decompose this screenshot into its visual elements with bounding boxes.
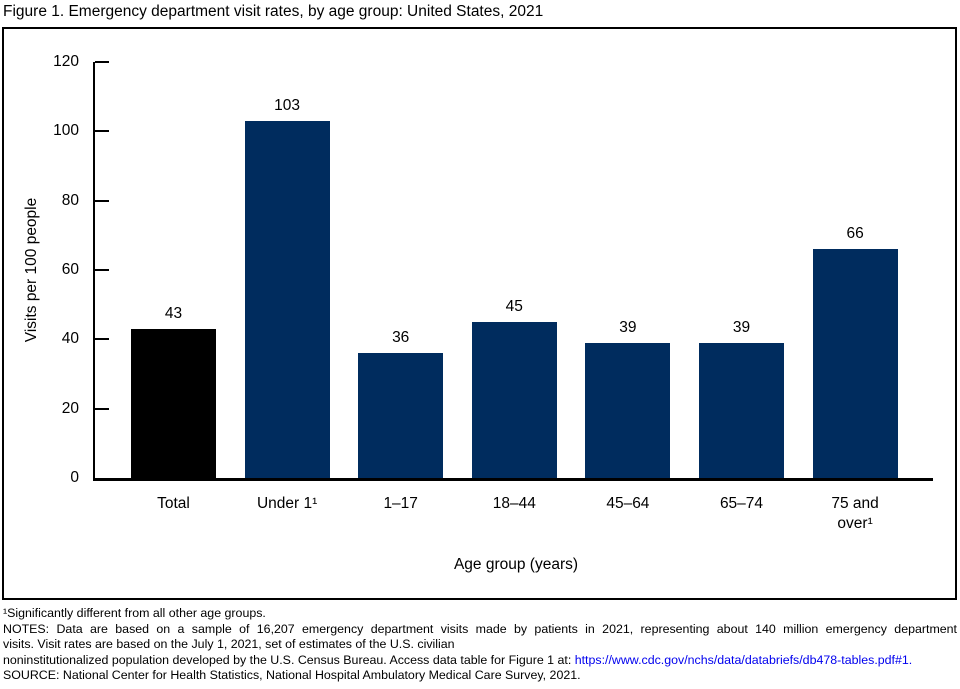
notes-line-3: noninstitutionalized population develope… xyxy=(3,653,957,669)
y-tick-label: 0 xyxy=(70,469,79,486)
y-tick-label: 100 xyxy=(53,122,79,140)
chart-frame: 0 20 40 60 80 100 120 43 Total 103 Under 1¹ 36 1–17 4… xyxy=(2,27,957,600)
y-axis-tick xyxy=(95,199,109,202)
y-axis-tick xyxy=(95,130,109,133)
y-tick-label: 80 xyxy=(61,191,79,209)
bar-value-label: 66 xyxy=(846,225,864,243)
y-axis-tick xyxy=(95,407,109,410)
bar-4 xyxy=(585,342,671,478)
x-category-label: Under 1¹ xyxy=(256,495,318,512)
bar-2 xyxy=(358,353,444,478)
y-tick-label: 60 xyxy=(61,261,79,278)
x-category-label: 45–64 xyxy=(606,495,650,512)
y-axis-tick xyxy=(95,269,109,271)
y-tick-label: 120 xyxy=(53,53,79,70)
footnotes: ¹Significantly different from all other … xyxy=(3,606,957,684)
y-axis-title: Visits per 100 people xyxy=(23,197,40,343)
bar-0 xyxy=(131,328,216,478)
footnote-significance: ¹Significantly different from all other … xyxy=(3,606,266,620)
bar-1 xyxy=(244,120,330,478)
data-table-link[interactable]: https://www.cdc.gov/nchs/data/databriefs… xyxy=(574,652,913,667)
y-axis-tick xyxy=(95,61,109,63)
x-category-label: 18–44 xyxy=(492,495,536,512)
y-axis-line xyxy=(93,62,95,481)
bar-value-label: 39 xyxy=(732,318,751,336)
bar-value-label: 103 xyxy=(274,96,301,114)
source-line: SOURCE: National Center for Health Stati… xyxy=(3,668,581,683)
notes-line-3-text: noninstitutionalized population develope… xyxy=(3,652,575,667)
bar-chart-plot-area: 0 20 40 60 80 100 120 43 Total 103 Under 1¹ 36 1–17 4… xyxy=(4,29,955,598)
x-category-label: 1–17 xyxy=(383,495,418,512)
bar-6 xyxy=(812,249,898,478)
bar-value-label: 45 xyxy=(505,298,523,315)
x-axis-title: Age group (years) xyxy=(453,556,579,573)
bar-value-label: 43 xyxy=(164,304,183,322)
x-category-label: 65–74 xyxy=(719,495,764,512)
figure-title: Figure 1. Emergency department visit rat… xyxy=(3,3,544,20)
y-tick-label: 20 xyxy=(61,399,79,417)
notes-line-2: visits. Visit rates are based on the Jul… xyxy=(3,637,455,652)
bar-value-label: 39 xyxy=(619,318,637,336)
notes-line-1: NOTES: Data are based on a sample of 16,… xyxy=(3,621,957,636)
bar-value-label: 36 xyxy=(392,329,410,347)
y-tick-label: 40 xyxy=(61,330,79,348)
y-axis-tick xyxy=(95,338,109,341)
bar-5 xyxy=(699,342,784,478)
bar-3 xyxy=(471,322,557,478)
x-category-label: Total xyxy=(157,495,190,512)
x-category-label: 75 and over¹ xyxy=(831,495,879,532)
x-axis-line xyxy=(93,478,933,481)
